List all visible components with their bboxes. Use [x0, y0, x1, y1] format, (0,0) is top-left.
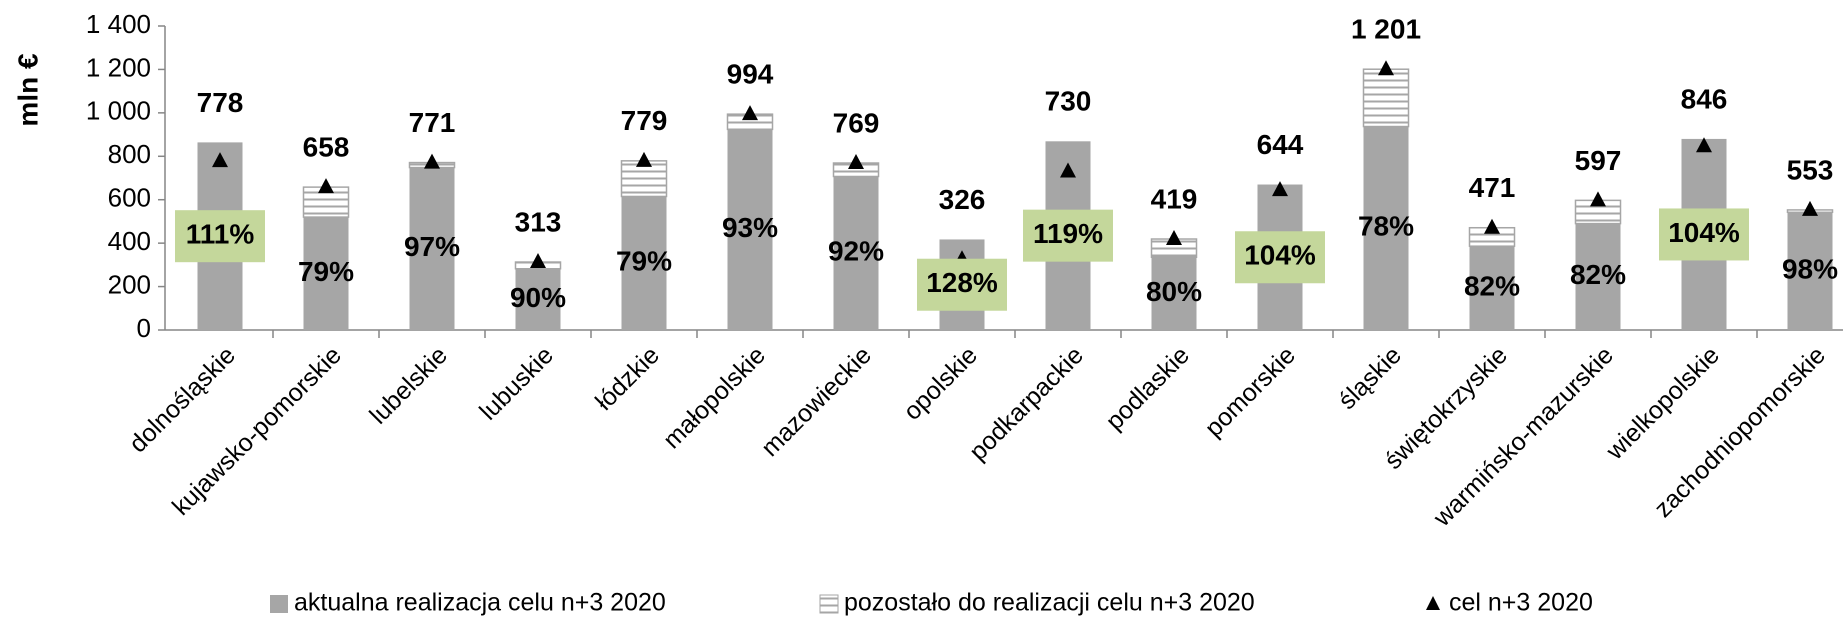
ratio-label: 79% [616, 246, 672, 277]
ratio-label: 82% [1464, 270, 1520, 301]
target-label: 326 [939, 184, 986, 215]
target-marker [424, 153, 440, 169]
ratio-label: 93% [722, 212, 778, 243]
target-label: 846 [1681, 83, 1728, 114]
target-marker [1484, 218, 1500, 234]
target-label: 771 [409, 107, 456, 138]
target-marker [1802, 200, 1818, 216]
target-marker [1696, 137, 1712, 153]
ratio-label: 128% [926, 267, 998, 298]
bar-actual [1469, 246, 1515, 330]
target-marker [1166, 230, 1182, 246]
x-tick-label: śląskie [1333, 341, 1407, 415]
target-label: 658 [303, 132, 350, 163]
target-marker [636, 151, 652, 167]
legend-label: cel n+3 2020 [1449, 589, 1593, 617]
y-tick-label: 200 [108, 269, 151, 299]
x-tick-label: dolnośląskie [124, 341, 241, 458]
ratio-label: 104% [1668, 217, 1740, 248]
legend-label: aktualna realizacja celu n+3 2020 [294, 589, 666, 617]
ratio-label: 90% [510, 282, 566, 313]
legend-label: pozostało do realizacji celu n+3 2020 [844, 589, 1255, 617]
y-tick-label: 1 000 [86, 96, 151, 126]
bar-actual [1575, 223, 1621, 330]
target-label: 994 [727, 59, 774, 90]
x-tick-label: lubelskie [364, 341, 453, 430]
target-marker [318, 178, 334, 194]
ratio-label: 79% [298, 256, 354, 287]
target-label: 769 [833, 107, 880, 138]
ratio-label: 104% [1244, 240, 1316, 271]
bar-actual [621, 196, 667, 330]
target-label: 730 [1045, 86, 1092, 117]
ratio-label: 92% [828, 236, 884, 267]
target-label: 597 [1575, 145, 1622, 176]
target-label: 1 201 [1351, 14, 1421, 45]
ratio-highlight [1235, 231, 1325, 284]
target-label: 778 [197, 87, 244, 118]
bar-actual [833, 176, 879, 330]
target-marker [848, 154, 864, 170]
x-tick-label: małopolskie [658, 341, 771, 454]
y-tick-label: 400 [108, 226, 151, 256]
ratio-label: 82% [1570, 259, 1626, 290]
y-axis-label: mln € [12, 53, 43, 127]
ratio-label: 78% [1358, 211, 1414, 242]
x-tick-label: mazowieckie [756, 341, 877, 462]
ratio-label: 80% [1146, 276, 1202, 307]
y-tick-label: 600 [108, 183, 151, 213]
bar-actual [303, 217, 349, 330]
legend-marker [1426, 596, 1440, 610]
ratio-highlight [175, 210, 265, 263]
target-marker [742, 105, 758, 121]
ratio-highlight [1659, 208, 1749, 261]
x-tick-label: pomorskie [1200, 341, 1301, 442]
target-marker [530, 253, 546, 269]
target-marker [1060, 162, 1076, 178]
x-tick-label: warmińsko-mazurskie [1427, 341, 1618, 532]
target-label: 553 [1787, 154, 1834, 185]
target-label: 419 [1151, 183, 1198, 214]
bar-actual [1363, 126, 1409, 330]
ratio-highlight [917, 258, 1007, 311]
bar-remaining [1362, 68, 1410, 128]
ratio-highlight [1023, 209, 1113, 262]
target-marker [1590, 191, 1606, 207]
bar-actual [515, 268, 561, 330]
y-tick-label: 1 400 [86, 9, 151, 39]
y-tick-label: 0 [137, 313, 151, 343]
ratio-label: 98% [1782, 254, 1838, 285]
target-label: 313 [515, 206, 562, 237]
legend-swatch [270, 595, 288, 613]
target-marker [1378, 60, 1394, 76]
target-label: 779 [621, 105, 668, 136]
bar-actual [727, 129, 773, 330]
x-tick-label: podkarpackie [964, 341, 1089, 466]
x-tick-label: zachodniopomorskie [1649, 341, 1831, 523]
x-tick-label: łódzkie [590, 341, 665, 416]
x-tick-label: lubuskie [474, 341, 559, 426]
legend-swatch [819, 594, 839, 614]
y-tick-label: 1 200 [86, 52, 151, 82]
target-marker [212, 152, 228, 168]
bar-actual [1151, 257, 1197, 330]
ratio-label: 119% [1033, 218, 1103, 249]
y-tick-label: 800 [108, 139, 151, 169]
ratio-label: 97% [404, 231, 460, 262]
target-label: 644 [1257, 129, 1304, 160]
target-label: 471 [1469, 172, 1516, 203]
x-tick-label: opolskie [898, 341, 983, 426]
bar-actual [409, 167, 455, 330]
ratio-label: 111% [186, 219, 255, 250]
x-tick-label: podlaskie [1100, 341, 1194, 435]
target-marker [1272, 181, 1288, 197]
bar-actual [1787, 212, 1833, 330]
